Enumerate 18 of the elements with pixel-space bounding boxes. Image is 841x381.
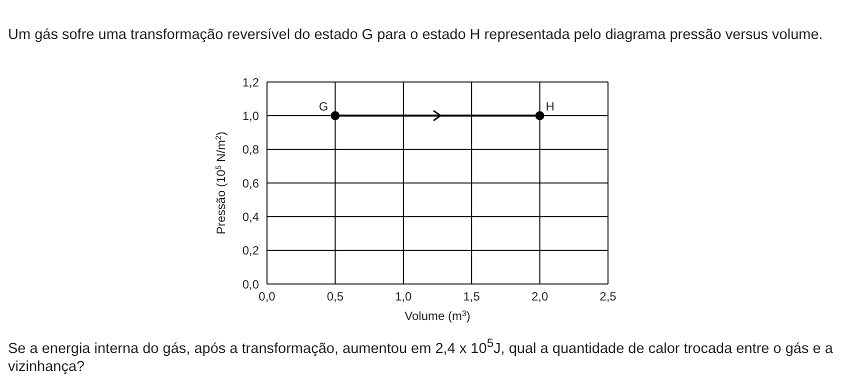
x-tick-label: 1,5: [463, 290, 480, 304]
chart-title: Um gás sofre uma transformação reversível do estado G para o estado H representada pelo diagrama pressão versus volume.: [8, 26, 824, 45]
annotation: G: [318, 100, 328, 114]
y-tick-label: 0,4: [242, 210, 260, 224]
x-tick-label: 2,5: [600, 290, 617, 304]
x-tick-label: 2,0: [531, 290, 548, 304]
x-tick-label: 1,0: [395, 290, 412, 304]
annotation: H: [546, 100, 554, 114]
y-tick-label: 0,2: [242, 244, 260, 258]
y-tick-label: 0,8: [242, 142, 260, 157]
x-tick-label: 0,0: [258, 290, 276, 304]
y-tick-label: 1,0: [242, 108, 260, 123]
y-tick-label: 0,0: [242, 277, 260, 292]
x-tick-label: 0,5: [326, 290, 344, 304]
x-axis-title: Volume (m$^{3}$): [404, 308, 470, 323]
y-tick-label: 0,6: [242, 176, 260, 190]
text: Se a energia interna do gás, após a transformação, aumentou em 2,4 x 10$^{5}$J, qual a quantidade de calor trocada entre o gás e a vizinhança?: [8, 336, 833, 375]
y-tick-label: 1,2: [242, 75, 260, 90]
